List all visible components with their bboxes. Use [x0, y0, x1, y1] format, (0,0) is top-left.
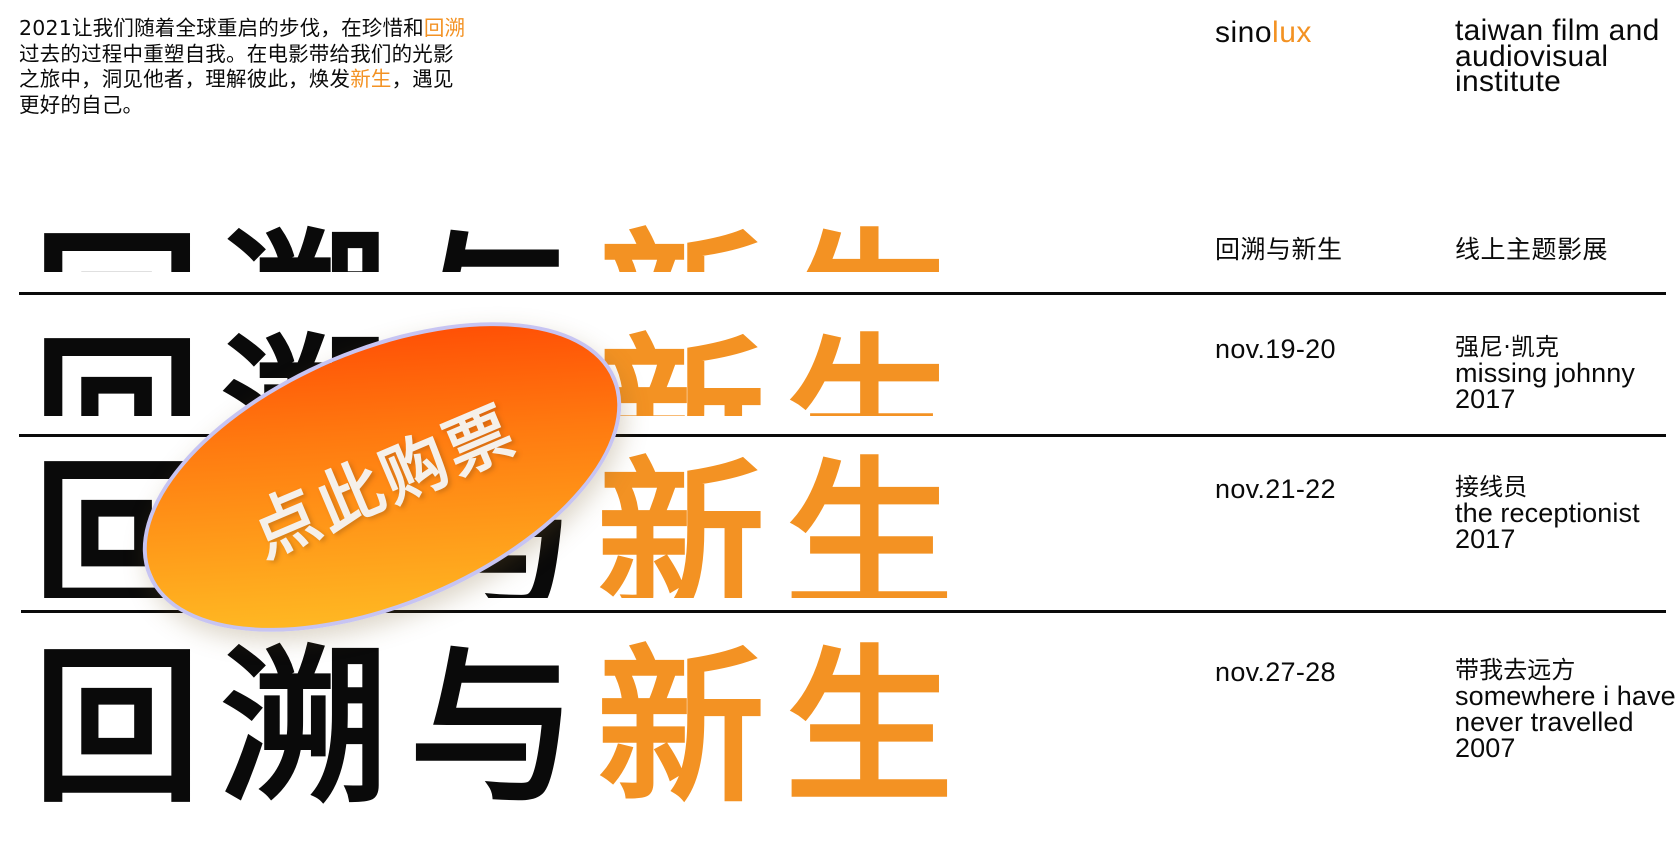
title-strip-4: 回溯与新生: [0, 614, 1020, 850]
title-black: 回溯与: [33, 630, 597, 826]
divider-2: [19, 434, 1666, 437]
screening-1-year: 2017: [1455, 384, 1516, 414]
festival-title-label: 回溯与新生: [1215, 235, 1343, 264]
intro-text-1: 2021让我们随着全球重启的步伐，在珍惜和: [19, 16, 424, 40]
divider-3: [21, 610, 1666, 613]
intro-text-2: 过去的过程中重塑自我。在电影带给我们的光影之旅中，洞见他者，理解彼此，焕发: [19, 41, 454, 92]
screening-3-film: 带我去远方 somewhere i have never travelled 2…: [1455, 656, 1680, 763]
sinolux-logo: sinolux: [1215, 16, 1312, 50]
title-orange: 新生: [597, 214, 973, 272]
screening-2-film: 接线员 the receptionist 2017: [1455, 473, 1680, 554]
title-orange: 新生: [597, 319, 973, 416]
intro-highlight-1: 回溯: [423, 16, 466, 40]
title-orange: 新生: [597, 630, 973, 826]
festival-subtitle-label: 线上主题影展: [1455, 235, 1609, 264]
screening-2-date: nov.21-22: [1215, 474, 1336, 504]
title-black: 回溯与: [33, 214, 597, 272]
screening-2-year: 2017: [1455, 524, 1516, 554]
screening-1-title-zh: 强尼·凯克: [1455, 333, 1560, 361]
logo-sino: sino: [1215, 16, 1273, 49]
intro-highlight-2: 新生: [350, 67, 392, 91]
title-orange: 新生: [597, 442, 973, 598]
screening-3-title-zh: 带我去远方: [1455, 656, 1576, 684]
title-strip-1: 回溯与新生: [0, 190, 1020, 272]
screening-3-date: nov.27-28: [1215, 657, 1336, 687]
intro-paragraph: 2021让我们随着全球重启的步伐，在珍惜和回溯过去的过程中重塑自我。在电影带给我…: [19, 16, 469, 118]
divider-1: [19, 292, 1666, 295]
screening-2-title-zh: 接线员: [1455, 473, 1528, 501]
institute-name: taiwan film and audiovisual institute: [1455, 14, 1660, 98]
screening-3-year: 2007: [1455, 733, 1516, 763]
screening-3-title-en: somewhere i have never travelled: [1455, 681, 1676, 737]
screening-1-date: nov.19-20: [1215, 334, 1336, 364]
screening-1-title-en: missing johnny: [1455, 358, 1635, 388]
logo-lux: lux: [1272, 16, 1312, 49]
screening-1-film: 强尼·凯克 missing johnny 2017: [1455, 333, 1680, 414]
intro-text-3: ，遇见更好的自己。: [19, 67, 454, 117]
screening-2-title-en: the receptionist: [1455, 498, 1640, 528]
